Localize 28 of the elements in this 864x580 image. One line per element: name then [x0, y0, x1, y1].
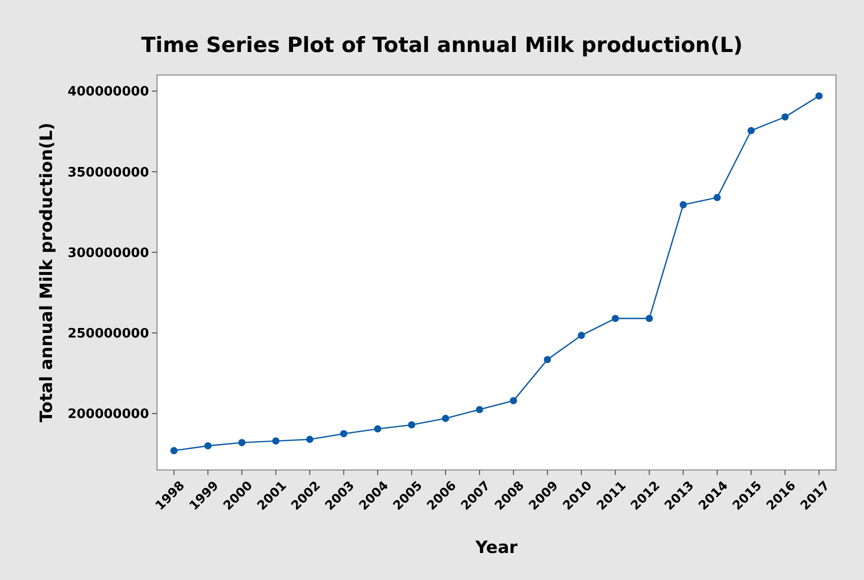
point: [680, 201, 687, 208]
y-tick-label: 350000000: [68, 165, 149, 180]
point: [204, 442, 212, 450]
point: [476, 406, 484, 414]
y-tick-label: 300000000: [68, 246, 149, 261]
point: [781, 113, 789, 121]
point: [578, 332, 585, 339]
point: [815, 92, 823, 100]
point: [748, 127, 755, 134]
point: [340, 430, 348, 438]
point: [306, 436, 314, 443]
point: [238, 438, 246, 446]
y-axis-title: Total annual Milk production(L): [37, 122, 57, 422]
point: [544, 356, 552, 364]
x-axis-title: Year: [474, 538, 518, 558]
point: [170, 447, 178, 454]
point: [408, 421, 416, 428]
point: [714, 194, 721, 202]
point: [374, 425, 382, 432]
point: [612, 314, 619, 322]
point: [272, 437, 280, 445]
y-tick-label: 200000000: [68, 407, 149, 422]
chart-title: Time Series Plot of Total annual Milk production(L): [141, 33, 743, 57]
y-tick-label: 250000000: [68, 326, 149, 342]
y-tick-label: 400000000: [68, 84, 149, 100]
point: [646, 314, 653, 322]
point: [510, 397, 518, 404]
point: [442, 414, 450, 422]
